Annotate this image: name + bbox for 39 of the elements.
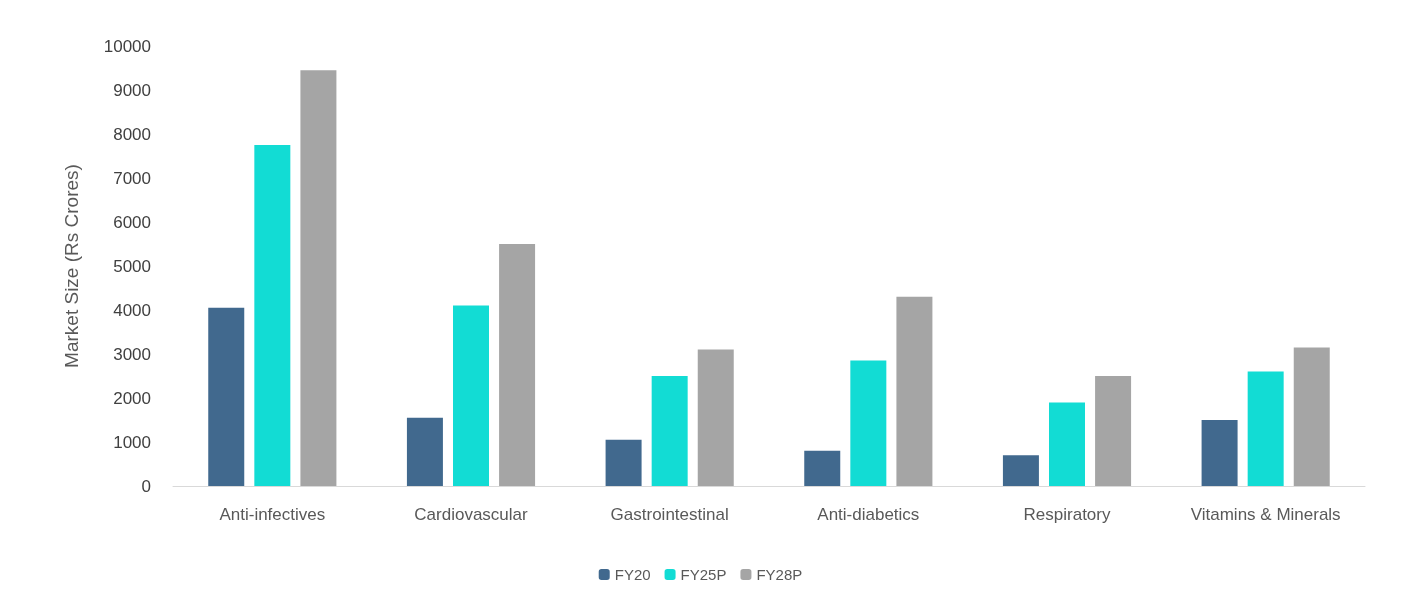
bar <box>651 376 688 486</box>
bar <box>850 360 887 486</box>
x-tick-label: Gastrointestinal <box>610 505 729 524</box>
bar <box>254 145 291 486</box>
bar <box>896 296 933 486</box>
y-tick-label: 2000 <box>113 388 151 408</box>
bar <box>300 70 337 486</box>
y-tick-label: 9000 <box>113 80 151 100</box>
bar <box>1095 376 1132 486</box>
y-tick-label: 7000 <box>113 168 151 188</box>
bar <box>1049 402 1085 486</box>
y-tick-label: 10000 <box>103 36 151 56</box>
x-tick-label: Anti-infectives <box>219 505 326 524</box>
bar <box>1201 420 1238 486</box>
y-tick-label: 8000 <box>113 124 151 144</box>
bar <box>1293 347 1330 486</box>
bar <box>1247 371 1284 486</box>
x-tick-label: Respiratory <box>1023 505 1111 524</box>
y-tick-label: 0 <box>141 476 151 496</box>
bar <box>208 307 245 486</box>
bar <box>804 450 841 486</box>
y-tick-label: 5000 <box>113 256 151 276</box>
legend-label: FY25P <box>680 566 727 583</box>
bar <box>605 439 642 486</box>
y-axis-title: Market Size (Rs Crores) <box>61 164 82 368</box>
y-tick-label: 6000 <box>113 212 151 232</box>
y-tick-label: 3000 <box>113 344 151 364</box>
bar <box>499 244 536 486</box>
bar <box>1002 455 1039 486</box>
bar <box>453 305 489 486</box>
y-tick-label: 1000 <box>113 432 151 452</box>
x-tick-label: Anti-diabetics <box>817 505 920 524</box>
x-tick-label: Cardiovascular <box>414 505 529 524</box>
x-tick-label: Vitamins & Minerals <box>1190 505 1341 524</box>
y-tick-label: 4000 <box>113 300 151 320</box>
legend-label: FY20 <box>614 566 651 583</box>
bar <box>406 417 443 486</box>
bar <box>697 349 734 486</box>
legend-label: FY28P <box>756 566 803 583</box>
